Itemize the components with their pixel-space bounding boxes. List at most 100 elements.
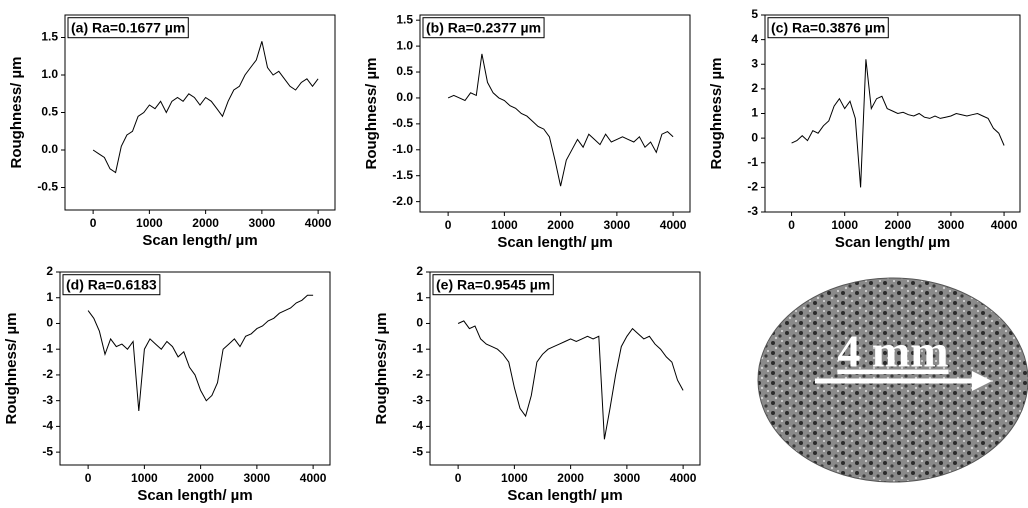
y-tick-label: 1 xyxy=(751,106,758,120)
x-tick-label: 4000 xyxy=(660,218,687,232)
y-tick-label: -4 xyxy=(42,419,53,433)
roughness-line xyxy=(791,59,1005,188)
y-tick-label: 0 xyxy=(416,316,423,330)
y-tick-label: -1 xyxy=(747,155,758,169)
title-box xyxy=(432,274,554,296)
panel: 0 1000 2000 3000 4000 -5 -4 -3 -2 -1 0 1 2 (e) Ra=0.9… xyxy=(373,264,701,504)
y-tick-label: 2 xyxy=(46,264,53,278)
y-tick-label: 0.0 xyxy=(41,142,58,156)
y-tick-label: 1.0 xyxy=(41,67,58,81)
y-tick-label: -3 xyxy=(42,393,53,407)
x-tick-label: 3000 xyxy=(249,216,276,230)
x-tick-label: 0 xyxy=(85,471,92,485)
roughness-line xyxy=(447,53,674,187)
plot-frame xyxy=(64,14,336,211)
y-tick-label: -1 xyxy=(412,341,423,355)
y-tick-label: -2 xyxy=(42,367,53,381)
panel: 0 1000 2000 3000 4000 -3 -2 -1 0 1 2 3 4 5 (c) Ra=0.38… xyxy=(708,7,1021,251)
x-tick-label: 0 xyxy=(455,471,462,485)
title-box xyxy=(62,274,161,296)
scale-arrowhead xyxy=(972,371,992,391)
x-tick-label: 0 xyxy=(788,218,795,232)
panel-title: (c) Ra=0.3876 µm xyxy=(771,20,885,36)
panel-title: (e) Ra=0.9545 µm xyxy=(436,277,550,293)
y-tick-label: -1.0 xyxy=(392,142,413,156)
panel: 0 1000 2000 3000 4000 1.5 1.0 0.5 0.0 -0.5 -1.0 -1.… xyxy=(363,12,691,251)
x-tick-label: 4000 xyxy=(305,216,332,230)
plot-frame xyxy=(429,271,701,466)
y-axis-title: Roughness/ µm xyxy=(708,58,725,170)
y-tick-label: -4 xyxy=(412,419,423,433)
y-tick-label: 1.5 xyxy=(396,12,413,26)
roughness-line xyxy=(457,320,684,440)
plot-frame xyxy=(419,14,691,213)
x-tick-label: 3000 xyxy=(604,218,631,232)
y-tick-label: 2 xyxy=(751,81,758,95)
x-tick-label: 4000 xyxy=(300,471,327,485)
plot-frame xyxy=(764,14,1021,213)
roughness-line xyxy=(87,294,314,412)
y-tick-label: 4 xyxy=(751,32,758,46)
panel-title: (a) Ra=0.1677 µm xyxy=(71,20,185,36)
y-tick-label: -0.5 xyxy=(37,180,58,194)
y-tick-label: 1 xyxy=(46,290,53,304)
x-tick-label: 0 xyxy=(90,216,97,230)
y-tick-label: 0.5 xyxy=(41,105,58,119)
y-tick-label: 2 xyxy=(416,264,423,278)
x-tick-label: 1000 xyxy=(831,218,858,232)
y-tick-label: -1 xyxy=(42,341,53,355)
x-tick-label: 3000 xyxy=(614,471,641,485)
y-tick-label: -2 xyxy=(747,180,758,194)
x-axis-title: Scan length/ µm xyxy=(507,487,622,504)
x-tick-label: 1000 xyxy=(501,471,528,485)
x-tick-label: 4000 xyxy=(670,471,697,485)
y-axis-title: Roughness/ µm xyxy=(3,313,20,425)
y-tick-label: 5 xyxy=(751,7,758,21)
y-tick-label: 0 xyxy=(751,130,758,144)
y-axis-title: Roughness/ µm xyxy=(363,58,380,170)
plot-frame xyxy=(59,271,331,466)
x-axis-title: Scan length/ µm xyxy=(137,487,252,504)
x-tick-label: 2000 xyxy=(884,218,911,232)
scale-label: 4 mm xyxy=(837,326,948,377)
y-tick-label: -3 xyxy=(412,393,423,407)
x-tick-label: 2000 xyxy=(547,218,574,232)
panel: 0 1000 2000 3000 4000 -5 -4 -3 -2 -1 0 1 2 (d) Ra=0.6… xyxy=(3,264,331,504)
y-tick-label: 0 xyxy=(46,316,53,330)
x-tick-label: 4000 xyxy=(991,218,1018,232)
x-tick-label: 2000 xyxy=(192,216,219,230)
x-tick-label: 2000 xyxy=(557,471,584,485)
y-tick-label: 0.0 xyxy=(396,90,413,104)
x-axis-title: Scan length/ µm xyxy=(497,234,612,251)
y-tick-label: 0.5 xyxy=(396,64,413,78)
x-tick-label: 1000 xyxy=(491,218,518,232)
y-tick-label: -0.5 xyxy=(392,116,413,130)
y-tick-label: -5 xyxy=(42,444,53,458)
y-tick-label: -3 xyxy=(747,204,758,218)
y-axis-title: Roughness/ µm xyxy=(8,57,25,169)
sample-photo: 4 mm xyxy=(757,277,1028,483)
panel: 0 1000 2000 3000 4000 -0.5 0.0 0.5 1.0 1.5 (a) Ra=… xyxy=(8,14,336,249)
x-tick-label: 1000 xyxy=(136,216,163,230)
x-tick-label: 0 xyxy=(445,218,452,232)
y-tick-label: -2.0 xyxy=(392,194,413,208)
y-tick-label: -2 xyxy=(412,367,423,381)
y-tick-label: -5 xyxy=(412,444,423,458)
y-tick-label: -1.5 xyxy=(392,168,413,182)
y-tick-label: 1.0 xyxy=(396,38,413,52)
y-axis-title: Roughness/ µm xyxy=(373,313,390,425)
panel-title: (b) Ra=0.2377 µm xyxy=(426,20,541,36)
y-tick-label: 1.5 xyxy=(41,30,58,44)
x-axis-title: Scan length/ µm xyxy=(835,234,950,251)
x-tick-label: 3000 xyxy=(244,471,271,485)
title-box xyxy=(767,17,889,39)
panel-title: (d) Ra=0.6183 xyxy=(66,277,157,293)
x-axis-title: Scan length/ µm xyxy=(142,232,257,249)
x-tick-label: 2000 xyxy=(187,471,214,485)
y-tick-label: 1 xyxy=(416,290,423,304)
y-tick-label: 3 xyxy=(751,56,758,70)
roughness-line xyxy=(92,41,319,174)
x-tick-label: 1000 xyxy=(131,471,158,485)
x-tick-label: 3000 xyxy=(938,218,965,232)
